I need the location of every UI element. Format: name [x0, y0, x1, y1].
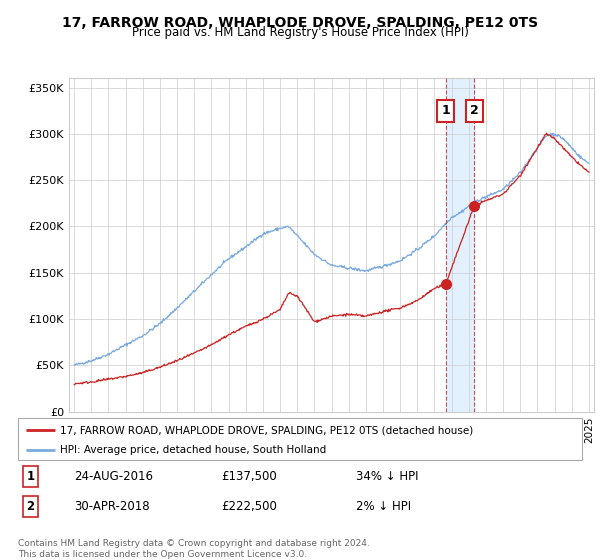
Text: 24-AUG-2016: 24-AUG-2016: [74, 470, 154, 483]
Text: Contains HM Land Registry data © Crown copyright and database right 2024.
This d: Contains HM Land Registry data © Crown c…: [18, 539, 370, 559]
Text: 1: 1: [441, 104, 450, 117]
Text: 17, FARROW ROAD, WHAPLODE DROVE, SPALDING, PE12 0TS: 17, FARROW ROAD, WHAPLODE DROVE, SPALDIN…: [62, 16, 538, 30]
Text: £137,500: £137,500: [221, 470, 277, 483]
Text: £222,500: £222,500: [221, 500, 277, 513]
Text: 1: 1: [26, 470, 34, 483]
Text: 17, FARROW ROAD, WHAPLODE DROVE, SPALDING, PE12 0TS (detached house): 17, FARROW ROAD, WHAPLODE DROVE, SPALDIN…: [60, 425, 473, 435]
Text: 2: 2: [470, 104, 479, 117]
Text: 30-APR-2018: 30-APR-2018: [74, 500, 150, 513]
Text: HPI: Average price, detached house, South Holland: HPI: Average price, detached house, Sout…: [60, 445, 326, 455]
Text: Price paid vs. HM Land Registry's House Price Index (HPI): Price paid vs. HM Land Registry's House …: [131, 26, 469, 39]
Text: 2% ↓ HPI: 2% ↓ HPI: [356, 500, 412, 513]
Text: 2: 2: [26, 500, 34, 513]
Bar: [446, 78, 475, 412]
Text: 34% ↓ HPI: 34% ↓ HPI: [356, 470, 419, 483]
